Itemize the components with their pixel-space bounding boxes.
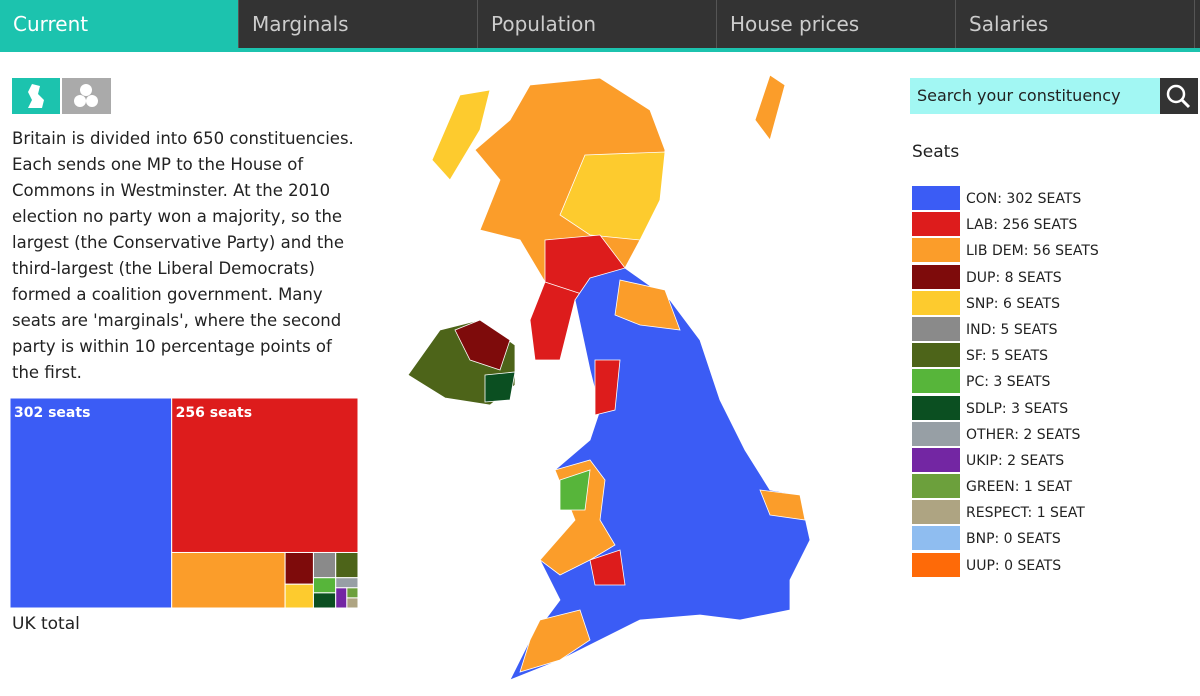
legend-label: PC: 3 SEATS <box>966 374 1051 391</box>
north-west-region[interactable] <box>594 359 621 416</box>
legend-label: LIB DEM: 56 SEATS <box>966 243 1099 260</box>
hex-view-button[interactable] <box>62 78 111 114</box>
legend-swatch <box>912 447 960 472</box>
shetland[interactable] <box>754 74 786 141</box>
legend-swatch <box>912 264 960 289</box>
legend-swatch <box>912 526 960 551</box>
ni-east-region[interactable] <box>454 319 511 371</box>
treemap-cell <box>312 577 337 594</box>
treemap: 302 seats 256 seats <box>10 398 359 609</box>
wales-region[interactable] <box>539 459 616 576</box>
search-box[interactable]: Search your constituency <box>910 78 1160 114</box>
legend-item: DUP: 8 SEATS <box>912 264 1099 291</box>
legend-swatch <box>912 395 960 420</box>
legend-label: UUP: 0 SEATS <box>966 557 1062 574</box>
north-east-region[interactable] <box>614 279 681 331</box>
map <box>407 74 811 681</box>
legend-item: GREEN: 1 SEAT <box>912 474 1099 500</box>
treemap-cell <box>335 587 348 609</box>
legend-title: Seats <box>912 142 960 162</box>
treemap-cell <box>284 551 314 585</box>
tab[interactable]: Population <box>478 0 717 48</box>
tab[interactable]: Marginals <box>239 0 478 48</box>
view-toggle <box>12 78 111 114</box>
legend-item: SDLP: 3 SEATS <box>912 395 1099 422</box>
treemap-cell <box>10 398 173 609</box>
ni-south-region[interactable] <box>484 371 516 403</box>
legend-swatch <box>912 186 960 210</box>
legend-item: OTHER: 2 SEATS <box>912 421 1099 448</box>
western-isles[interactable] <box>431 89 491 181</box>
tab[interactable]: Current <box>0 0 239 48</box>
treemap-cell <box>312 592 337 609</box>
description: Britain is divided into 650 constituenci… <box>12 129 354 382</box>
south-west-region[interactable] <box>519 609 591 673</box>
treemap-cell <box>284 583 314 609</box>
england-region[interactable] <box>509 267 811 681</box>
legend-label: SNP: 6 SEATS <box>966 295 1060 312</box>
legend-label: BNP: 0 SEATS <box>966 531 1061 548</box>
treemap-cell <box>335 577 359 589</box>
wales-west-region[interactable] <box>559 469 591 511</box>
treemap-label: 302 seats <box>14 405 90 421</box>
legend-item: LAB: 256 SEATS <box>912 212 1099 238</box>
legend-item: BNP: 0 SEATS <box>912 526 1099 552</box>
south-wales-region[interactable] <box>589 549 626 586</box>
legend-label: CON: 302 SEATS <box>966 191 1082 207</box>
legend-label: IND: 5 SEATS <box>966 321 1058 338</box>
tab[interactable]: Salaries <box>956 0 1195 48</box>
legend-label: OTHER: 2 SEATS <box>966 426 1081 443</box>
legend-swatch <box>912 421 960 446</box>
legend-swatch <box>912 212 960 237</box>
uk-icon <box>28 84 44 108</box>
treemap-cell <box>171 551 286 609</box>
treemap-cell <box>346 597 359 609</box>
tab-bar: Current Marginals Population House prices Sa… <box>0 0 1200 52</box>
norfolk-region[interactable] <box>759 489 806 521</box>
legend-label: DUP: 8 SEATS <box>966 269 1062 286</box>
legend-item: CON: 302 SEATS <box>912 186 1099 212</box>
legend-label: LAB: 256 SEATS <box>966 217 1078 234</box>
treemap-cell <box>335 551 359 579</box>
legend-item: SNP: 6 SEATS <box>912 290 1099 317</box>
legend-item: RESPECT: 1 SEAT <box>912 500 1099 526</box>
legend-swatch <box>912 552 960 577</box>
treemap-caption: UK total <box>12 614 80 634</box>
treemap-cell <box>171 398 359 553</box>
legend-item: SF: 5 SEATS <box>912 343 1099 369</box>
legend-item: PC: 3 SEATS <box>912 369 1099 395</box>
tab[interactable]: House prices <box>717 0 956 48</box>
legend-label: SDLP: 3 SEATS <box>966 400 1069 417</box>
hex-icon <box>74 84 98 107</box>
legend-label: RESPECT: 1 SEAT <box>966 505 1085 522</box>
legend-swatch <box>912 316 960 341</box>
legend-item: LIB DEM: 56 SEATS <box>912 238 1099 264</box>
legend: CON: 302 SEATS LAB: 256 SEATS LIB DEM: 56 … <box>912 186 1099 579</box>
legend-swatch <box>912 369 960 394</box>
treemap-cell <box>346 587 359 599</box>
treemap-label: 256 seats <box>176 405 252 421</box>
treemap-cell <box>312 551 337 579</box>
legend-item: IND: 5 SEATS <box>912 316 1099 343</box>
legend-label: UKIP: 2 SEATS <box>966 452 1065 469</box>
legend-swatch <box>912 238 960 263</box>
scotland-east-region[interactable] <box>559 151 666 241</box>
legend-swatch <box>912 290 960 315</box>
legend-swatch <box>912 474 960 499</box>
legend-swatch <box>912 343 960 368</box>
legend-item: UUP: 0 SEATS <box>912 552 1099 579</box>
legend-label: SF: 5 SEATS <box>966 348 1049 365</box>
legend-label: GREEN: 1 SEAT <box>966 479 1073 496</box>
legend-swatch <box>912 500 960 525</box>
search-button[interactable] <box>1160 78 1198 114</box>
legend-item: UKIP: 2 SEATS <box>912 447 1099 474</box>
